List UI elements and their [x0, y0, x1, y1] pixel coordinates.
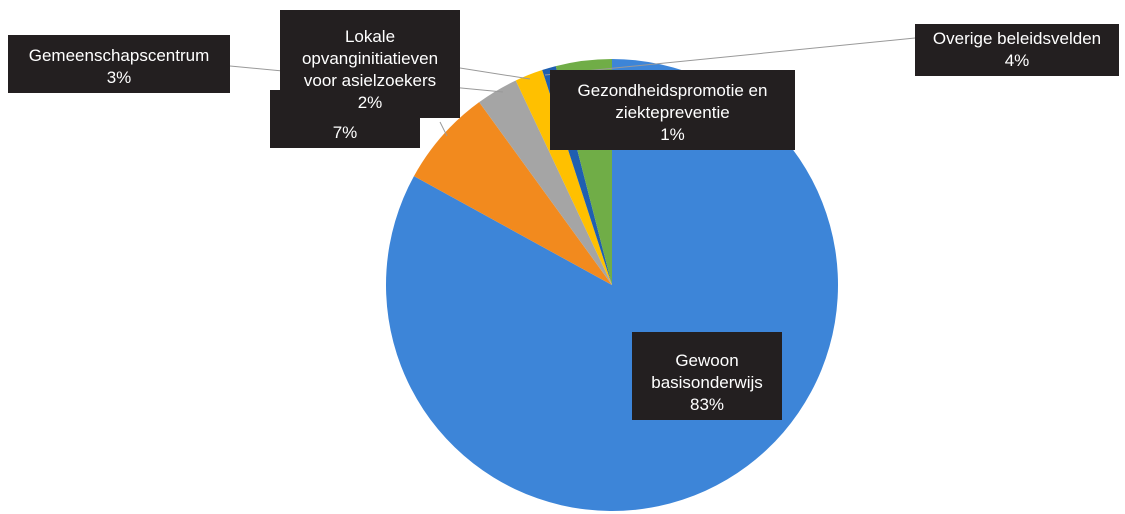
leader-line	[459, 67, 531, 80]
leader-line	[544, 37, 916, 76]
category-label: Gezondheidspromotie en ziektepreventie	[577, 81, 768, 122]
data-label: Lokale opvanginitiatieven voor asielzoek…	[280, 10, 460, 118]
data-label: Gezondheidspromotie en ziektepreventie 1%	[550, 70, 795, 150]
data-label: Gewoon basisonderwijs 83%	[632, 332, 782, 420]
category-label: Lokale opvanginitiatieven voor asielzoek…	[301, 27, 439, 90]
value-label: 2%	[357, 93, 383, 112]
value-label: 3%	[106, 68, 132, 87]
data-label: Overige beleidsvelden 4%	[915, 24, 1119, 76]
data-label: Gemeenschapscentrum 3%	[8, 35, 230, 93]
category-label: Gemeenschapscentrum	[28, 46, 210, 65]
pie-slice	[515, 70, 612, 286]
category-label: Gewoon basisonderwijs	[651, 351, 763, 392]
leader-line	[439, 121, 448, 137]
value-label: 7%	[332, 123, 358, 142]
pie-slice	[413, 102, 612, 285]
value-label: 4%	[1004, 51, 1030, 70]
pie-slice	[479, 80, 612, 285]
value-label: 83%	[689, 395, 725, 414]
value-label: 1%	[660, 125, 685, 144]
category-label: Overige beleidsvelden	[932, 29, 1102, 48]
